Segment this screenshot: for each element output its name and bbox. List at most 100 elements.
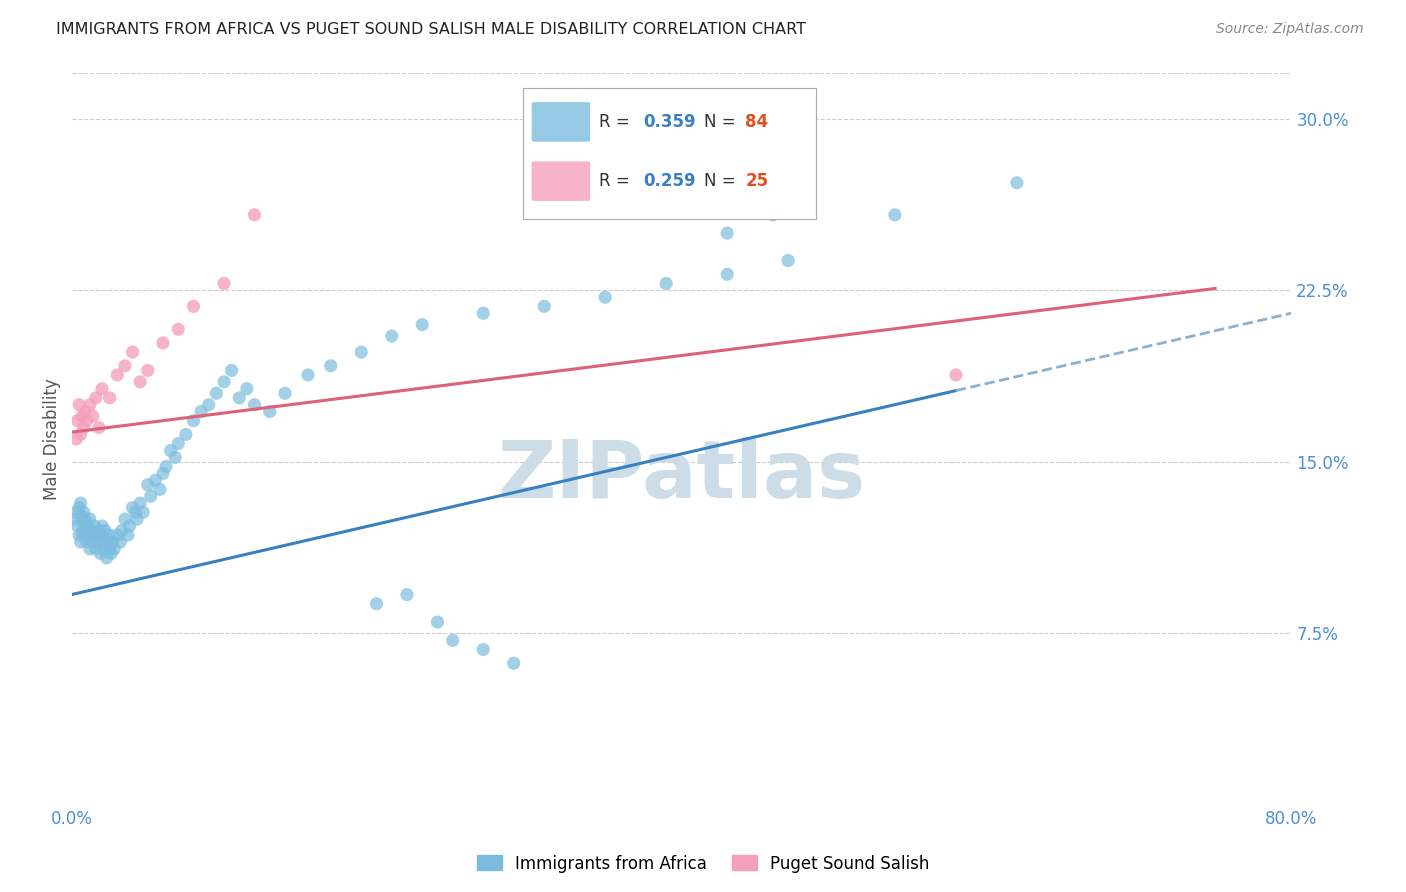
Point xyxy=(441,633,464,648)
Point xyxy=(110,535,132,549)
Point xyxy=(65,432,87,446)
Point xyxy=(945,368,967,382)
Point xyxy=(395,588,418,602)
Point xyxy=(426,615,449,629)
Point xyxy=(87,420,110,434)
Point xyxy=(91,519,114,533)
Point xyxy=(132,505,155,519)
Point xyxy=(319,359,342,373)
Point xyxy=(70,509,93,524)
Point xyxy=(96,551,118,566)
Point xyxy=(91,382,114,396)
Point xyxy=(75,404,97,418)
Point xyxy=(716,226,738,240)
Text: IMMIGRANTS FROM AFRICA VS PUGET SOUND SALISH MALE DISABILITY CORRELATION CHART: IMMIGRANTS FROM AFRICA VS PUGET SOUND SA… xyxy=(56,22,806,37)
Point xyxy=(197,398,219,412)
Point xyxy=(129,375,152,389)
Point xyxy=(67,500,90,515)
Point xyxy=(70,525,93,540)
Point xyxy=(98,541,121,556)
Point xyxy=(762,208,785,222)
Point xyxy=(127,512,149,526)
Point xyxy=(75,524,97,538)
Point xyxy=(82,409,104,424)
Point xyxy=(716,268,738,282)
Point xyxy=(124,505,146,519)
Point xyxy=(129,496,152,510)
Point xyxy=(114,359,136,373)
Point xyxy=(69,427,91,442)
Text: ZIPatlas: ZIPatlas xyxy=(498,437,866,515)
Point xyxy=(80,524,103,538)
Point xyxy=(76,414,98,428)
Point xyxy=(205,386,228,401)
Point xyxy=(75,512,97,526)
Point xyxy=(624,146,647,161)
Point xyxy=(136,477,159,491)
Point xyxy=(221,363,243,377)
Point xyxy=(548,185,571,199)
Point xyxy=(274,386,297,401)
Point xyxy=(111,524,134,538)
Point xyxy=(117,528,139,542)
Point xyxy=(65,505,87,519)
Point xyxy=(228,391,250,405)
Point xyxy=(118,519,141,533)
Point xyxy=(73,505,96,519)
Point xyxy=(152,335,174,350)
Point xyxy=(84,391,107,405)
Point xyxy=(883,208,905,222)
Point xyxy=(100,546,122,560)
Point xyxy=(79,398,101,412)
Point xyxy=(366,597,388,611)
Point xyxy=(165,450,187,465)
Point xyxy=(94,535,117,549)
Point xyxy=(502,657,524,671)
Point xyxy=(76,519,98,533)
Point xyxy=(103,541,125,556)
Point xyxy=(236,382,259,396)
Point xyxy=(411,318,433,332)
Point xyxy=(472,306,495,320)
Point xyxy=(66,519,89,533)
Point xyxy=(83,519,105,533)
Point xyxy=(297,368,319,382)
Point xyxy=(98,528,121,542)
Point xyxy=(655,277,678,291)
Point xyxy=(1005,176,1028,190)
Point xyxy=(101,535,124,549)
Point xyxy=(83,528,105,542)
Point xyxy=(87,524,110,538)
Point xyxy=(76,535,98,549)
Point xyxy=(183,414,205,428)
Point xyxy=(84,541,107,556)
Point xyxy=(67,528,90,542)
Point xyxy=(243,208,266,222)
Point xyxy=(139,489,162,503)
Point xyxy=(212,277,235,291)
Point xyxy=(93,541,115,556)
Point xyxy=(533,299,555,313)
Point xyxy=(69,535,91,549)
Point xyxy=(79,512,101,526)
Point xyxy=(87,535,110,549)
Point xyxy=(105,368,128,382)
Point xyxy=(778,253,800,268)
Point xyxy=(77,528,100,542)
Y-axis label: Male Disability: Male Disability xyxy=(44,378,60,500)
Legend: Immigrants from Africa, Puget Sound Salish: Immigrants from Africa, Puget Sound Sali… xyxy=(470,848,936,880)
Point xyxy=(69,496,91,510)
Point xyxy=(98,391,121,405)
Point xyxy=(97,533,120,547)
Point xyxy=(593,290,616,304)
Point xyxy=(152,467,174,481)
Point xyxy=(67,398,90,412)
Point xyxy=(243,398,266,412)
Point xyxy=(167,322,190,336)
Point xyxy=(94,524,117,538)
Point xyxy=(167,436,190,450)
Point xyxy=(105,528,128,542)
Point xyxy=(350,345,373,359)
Point xyxy=(212,375,235,389)
Point xyxy=(70,409,93,424)
